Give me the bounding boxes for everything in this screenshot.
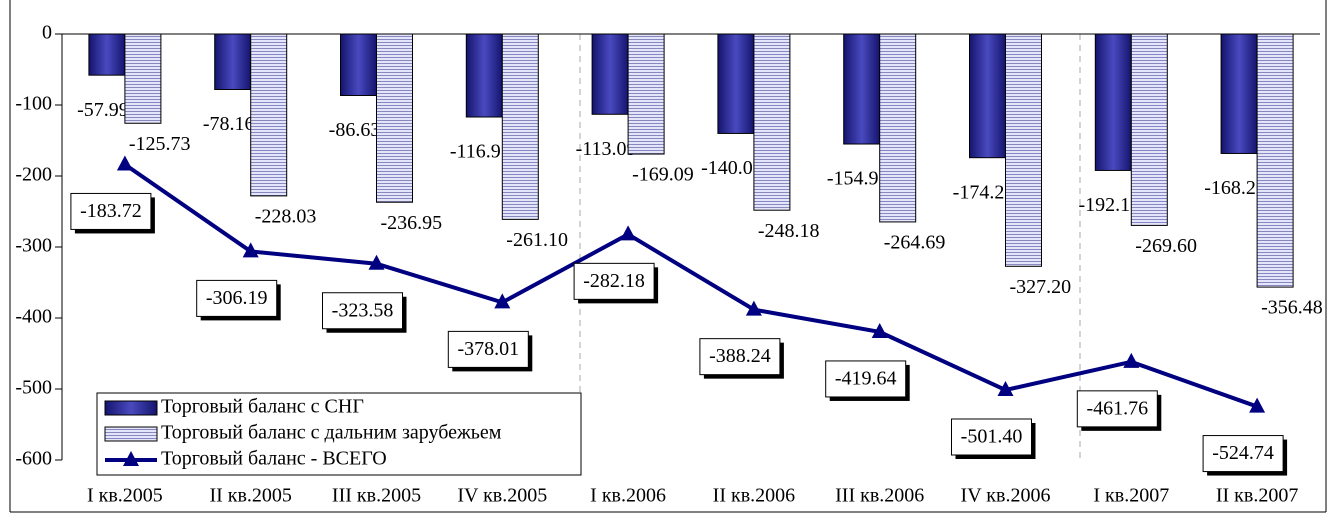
bar [340, 33, 377, 97]
data-label: -269.60 [1135, 235, 1197, 257]
data-label: -461.76 [1086, 397, 1148, 419]
bar [214, 33, 252, 90]
legend-swatch [104, 426, 158, 442]
data-label: -327.20 [1010, 276, 1072, 298]
bar [376, 33, 413, 203]
bar [753, 33, 791, 211]
data-label: -183.72 [80, 200, 142, 222]
data-label: -125.73 [129, 133, 191, 155]
data-label: -248.18 [758, 220, 820, 242]
data-label: -264.69 [884, 232, 946, 254]
legend-marker [123, 451, 139, 466]
data-label: -282.18 [583, 270, 645, 292]
x-tick-label: IV кв.2005 [457, 485, 547, 507]
bar [1130, 33, 1168, 226]
data-label: -306.19 [206, 287, 268, 309]
bar [717, 33, 755, 134]
data-label: -356.48 [1261, 297, 1323, 319]
data-label: -78.16 [203, 113, 255, 135]
marker [997, 380, 1014, 396]
x-tick-label: II кв.2005 [209, 485, 291, 507]
data-label: -236.95 [381, 212, 443, 234]
data-label: -261.10 [506, 229, 568, 251]
bar [1220, 33, 1258, 154]
label-box [1202, 435, 1284, 473]
bar [1005, 33, 1042, 267]
marker [494, 293, 511, 309]
legend-swatch [104, 400, 158, 416]
label-box [951, 418, 1032, 456]
data-label: -169.09 [632, 164, 694, 186]
data-label: -174.20 [953, 181, 1015, 203]
label-box [573, 262, 655, 300]
label-box [447, 330, 529, 368]
marker [368, 254, 385, 270]
marker [1249, 397, 1266, 413]
data-label: -154.95 [827, 168, 889, 190]
data-label: -378.01 [457, 338, 519, 360]
x-tick-label: III кв.2005 [332, 485, 421, 507]
data-label: -113.09 [576, 138, 637, 160]
x-tick-label: I кв.2007 [1093, 485, 1169, 507]
y-tick-label: 0 [42, 22, 52, 44]
label-box [322, 292, 403, 330]
data-label: -86.63 [329, 119, 381, 141]
data-label: -57.99 [77, 99, 129, 121]
y-tick-label: -500 [15, 377, 52, 399]
bar [88, 33, 126, 76]
bar [591, 33, 629, 115]
data-label: -388.24 [709, 345, 771, 367]
legend-label: Торговый баланс с СНГ [161, 396, 364, 418]
marker [745, 300, 762, 316]
marker [620, 225, 637, 241]
data-label: -192.16 [1078, 194, 1140, 216]
data-label: -419.64 [835, 368, 897, 390]
bar [843, 33, 881, 145]
y-tick-label: -600 [15, 448, 52, 470]
x-tick-label: I кв.2006 [590, 485, 666, 507]
legend-label: Торговый баланс - ВСЕГО [161, 448, 387, 470]
bar [250, 33, 288, 197]
label-box [1076, 390, 1158, 428]
label-box [196, 279, 278, 317]
marker [116, 155, 133, 171]
y-tick-label: -100 [15, 93, 52, 115]
bar [465, 33, 503, 118]
bar [124, 33, 162, 124]
label-box [825, 360, 907, 398]
x-tick-label: IV кв.2006 [961, 485, 1051, 507]
y-tick-label: -300 [15, 235, 52, 257]
label-box [699, 338, 781, 376]
data-label: -228.03 [255, 205, 317, 227]
bar [501, 33, 539, 220]
bar [627, 33, 665, 155]
y-tick-label: -200 [15, 164, 52, 186]
marker [1123, 352, 1140, 368]
x-tick-label: I кв.2005 [87, 485, 163, 507]
legend-label: Торговый баланс с дальним зарубежьем [161, 422, 502, 444]
x-tick-label: II кв.2007 [1216, 485, 1298, 507]
marker [242, 242, 259, 258]
bar [969, 33, 1006, 159]
data-label: -140.06 [701, 157, 763, 179]
legend [96, 392, 582, 476]
line [123, 162, 1258, 409]
data-label: -323.58 [332, 299, 394, 321]
bar [1256, 33, 1294, 288]
data-label: -168.26 [1204, 177, 1266, 199]
marker [871, 322, 888, 338]
bar [879, 33, 917, 223]
y-tick-label: -400 [15, 306, 52, 328]
x-tick-label: III кв.2006 [835, 485, 924, 507]
data-label: -524.74 [1212, 442, 1274, 464]
label-box [70, 192, 152, 230]
x-tick-label: II кв.2006 [713, 485, 795, 507]
bar [1094, 33, 1132, 171]
data-label: -501.40 [961, 426, 1023, 448]
data-label: -116.91 [450, 141, 511, 163]
